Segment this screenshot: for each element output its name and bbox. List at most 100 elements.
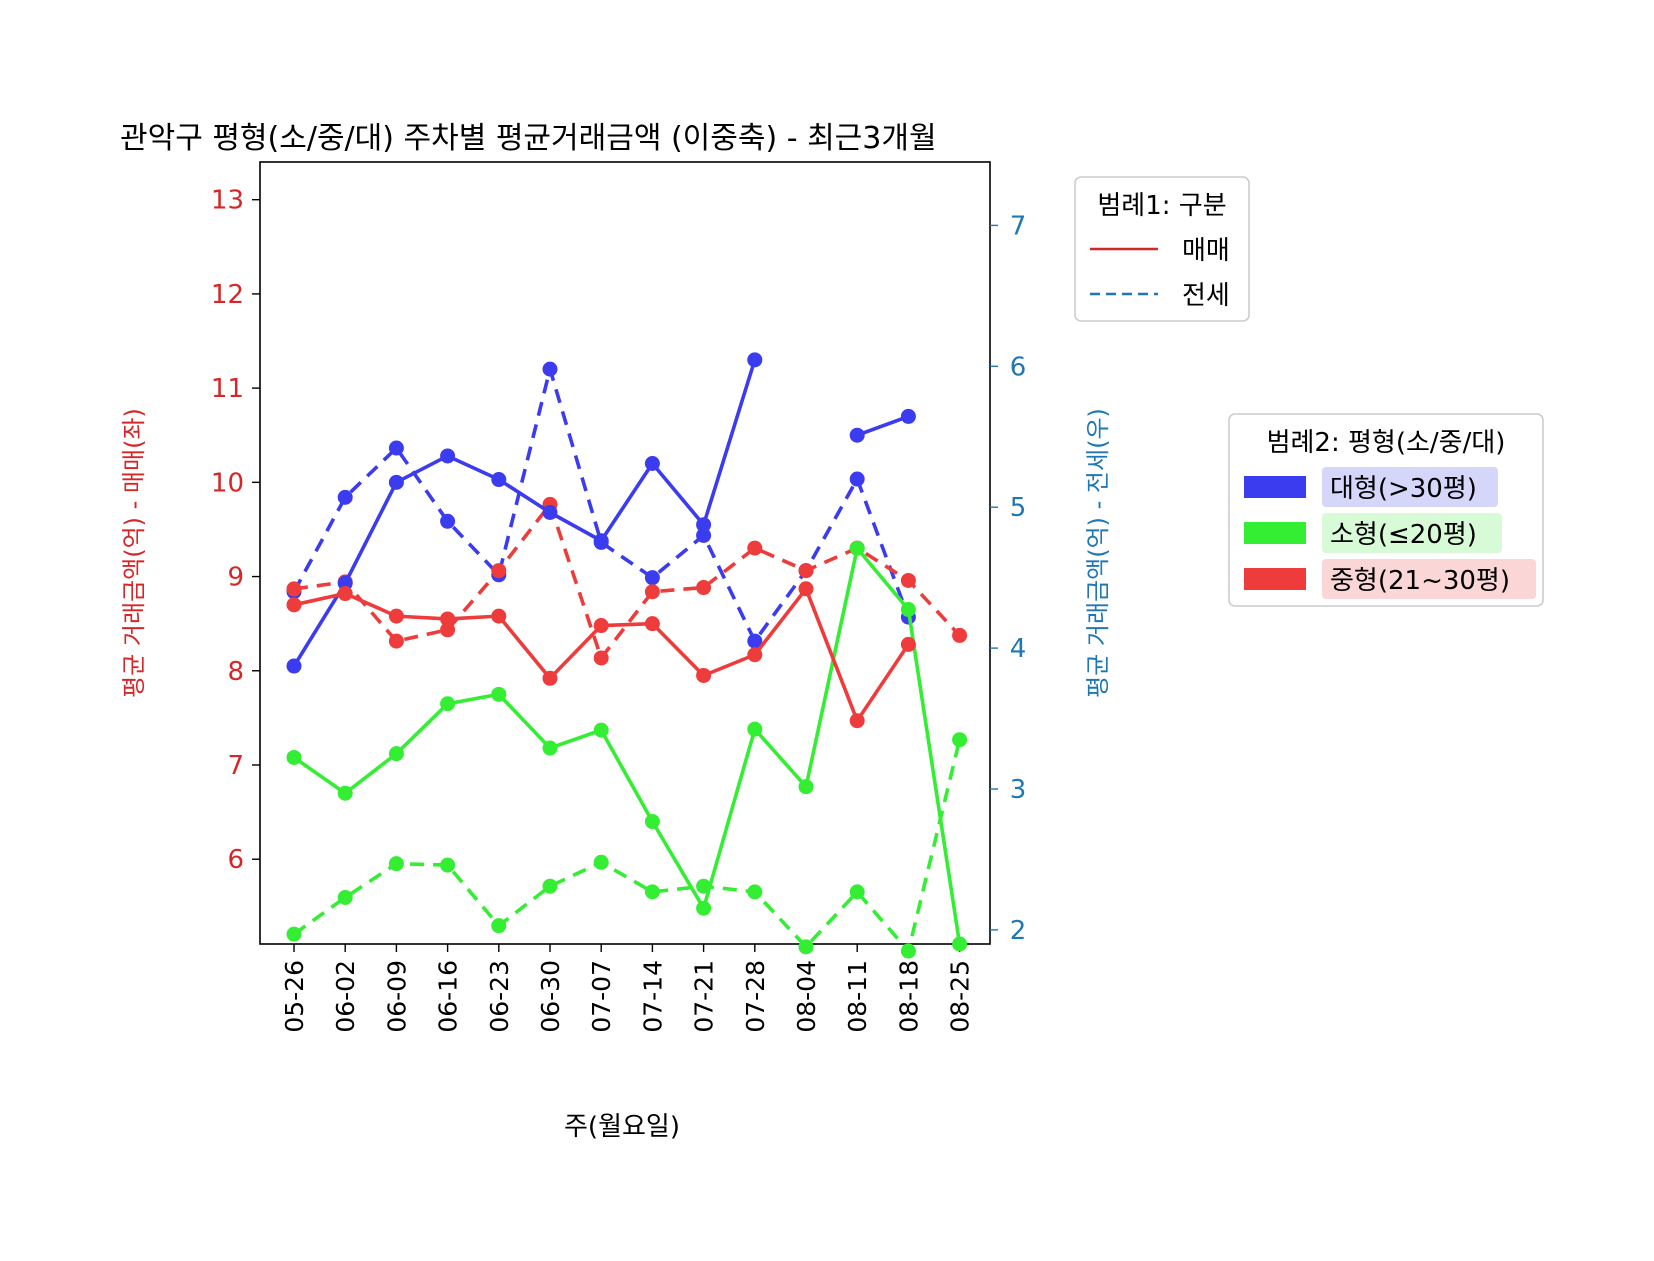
legend1-frame — [1074, 176, 1250, 322]
data-point-jeonse-4 — [798, 939, 814, 955]
data-point-jeonse-3 — [388, 440, 404, 456]
right-axis-tick-label: 5 — [1010, 493, 1027, 523]
data-point-jeonse-5 — [644, 584, 660, 600]
data-point-sale-1 — [286, 749, 302, 765]
data-point-sale-0 — [900, 408, 916, 424]
data-point-jeonse-5 — [286, 581, 302, 597]
legend1-title: 범례1: 구분 — [1097, 191, 1226, 221]
legend2-swatch-small — [1244, 522, 1306, 544]
data-point-jeonse-3 — [747, 633, 763, 649]
x-axis-tick-label: 08-04 — [792, 960, 821, 1033]
data-point-jeonse-5 — [952, 627, 968, 643]
x-axis-tick-label: 06-30 — [536, 960, 565, 1033]
x-axis-tick-label: 07-07 — [587, 960, 616, 1033]
data-point-jeonse-3 — [696, 527, 712, 543]
data-point-sale-0 — [491, 472, 507, 488]
left-axis-tick-label: 8 — [227, 657, 244, 687]
data-point-sale-1 — [593, 722, 609, 738]
legend2-label-bg-small — [1322, 513, 1502, 553]
x-axis: 05-26 06-02 06-09 06-16 06-23 06-30 07-07 07-14… — [280, 944, 975, 1033]
data-point-jeonse-4 — [542, 878, 558, 894]
data-point-sale-0 — [593, 533, 609, 549]
y-axis-label-right: 평균 거래금액(억) - 전세(우) — [1084, 408, 1112, 698]
legend2-label-bg-medium — [1322, 559, 1536, 599]
data-point-sale-1 — [798, 779, 814, 795]
data-point-sale-2 — [286, 597, 302, 613]
legend1-label-sale: 매매 — [1182, 236, 1230, 266]
data-point-jeonse-4 — [747, 884, 763, 900]
data-point-sale-1 — [388, 746, 404, 762]
x-axis-label: 주(월요일) — [564, 1112, 680, 1142]
legend2-swatch-large — [1244, 476, 1306, 498]
data-point-sale-2 — [440, 611, 456, 627]
left-axis-tick-label: 10 — [211, 468, 244, 498]
data-point-jeonse-4 — [900, 943, 916, 959]
data-point-sale-0 — [542, 504, 558, 520]
series-jeonse-5 — [286, 496, 968, 666]
data-point-sale-1 — [542, 740, 558, 756]
data-point-sale-2 — [388, 608, 404, 624]
data-point-sale-2 — [644, 616, 660, 632]
data-point-sale-1 — [337, 785, 353, 801]
series-jeonse-4 — [286, 732, 968, 959]
series-sale-2 — [286, 581, 916, 729]
left-axis-tick-label: 9 — [227, 563, 244, 593]
data-point-sale-1 — [440, 696, 456, 712]
data-point-sale-0 — [440, 448, 456, 464]
series-line-jeonse-5 — [293, 502, 961, 660]
x-axis-tick-label: 06-16 — [434, 960, 463, 1033]
data-point-sale-2 — [542, 670, 558, 686]
data-point-jeonse-5 — [388, 633, 404, 649]
data-point-jeonse-3 — [644, 570, 660, 586]
right-axis-tick-label: 6 — [1010, 352, 1027, 382]
data-point-sale-1 — [696, 900, 712, 916]
data-point-sale-1 — [747, 721, 763, 737]
right-axis: 2 3 4 5 6 7 — [990, 211, 1026, 946]
series-line-jeonse-4 — [292, 739, 962, 953]
data-point-sale-1 — [900, 602, 916, 618]
series-sale-0 — [286, 352, 916, 674]
data-point-sale-2 — [491, 608, 507, 624]
data-point-sale-2 — [696, 667, 712, 683]
left-axis-tick-label: 6 — [227, 845, 244, 875]
data-point-jeonse-4 — [337, 890, 353, 906]
data-point-jeonse-4 — [286, 926, 302, 942]
left-axis-tick-label: 11 — [211, 374, 244, 404]
legend-size-type: 범례2: 평형(소/중/대) 대형(>30평) 소형(≤20평) 중형(21~3… — [1228, 413, 1544, 607]
data-point-sale-2 — [593, 618, 609, 634]
data-point-sale-2 — [849, 713, 865, 729]
legend2-label-medium: 중형(21~30평) — [1330, 566, 1510, 596]
left-axis: 6 7 8 9 10 11 12 13 — [211, 186, 260, 875]
data-point-sale-0 — [696, 517, 712, 533]
data-point-jeonse-4 — [593, 854, 609, 870]
data-point-sale-0 — [747, 352, 763, 368]
legend2-frame — [1228, 413, 1544, 607]
data-point-jeonse-5 — [440, 622, 456, 638]
data-point-jeonse-5 — [593, 650, 609, 666]
right-axis-tick-label: 3 — [1010, 775, 1027, 805]
right-axis-tick-label: 7 — [1010, 211, 1027, 241]
right-axis-tick-label: 4 — [1010, 634, 1027, 664]
data-point-jeonse-3 — [542, 361, 558, 377]
data-point-sale-2 — [798, 581, 814, 597]
data-point-sale-2 — [900, 636, 916, 652]
data-point-jeonse-5 — [900, 572, 916, 588]
plot-area — [259, 161, 991, 945]
data-point-sale-2 — [337, 586, 353, 602]
data-point-jeonse-4 — [491, 918, 507, 934]
legend-deal-type: 범례1: 구분 매매 전세 — [1074, 176, 1250, 322]
data-point-sale-0 — [337, 575, 353, 591]
data-point-sale-0 — [388, 474, 404, 490]
data-point-sale-2 — [747, 647, 763, 663]
data-point-jeonse-4 — [849, 884, 865, 900]
data-point-sale-0 — [849, 427, 865, 443]
x-axis-tick-label: 07-28 — [741, 960, 770, 1033]
series-line-sale-0 — [292, 359, 757, 668]
legend2-title: 범례2: 평형(소/중/대) — [1267, 428, 1506, 458]
x-axis-tick-label: 07-21 — [690, 960, 719, 1033]
left-axis-tick-label: 7 — [227, 751, 244, 781]
x-axis-tick-label: 06-09 — [382, 960, 411, 1033]
data-point-jeonse-4 — [644, 884, 660, 900]
data-point-jeonse-5 — [696, 580, 712, 596]
